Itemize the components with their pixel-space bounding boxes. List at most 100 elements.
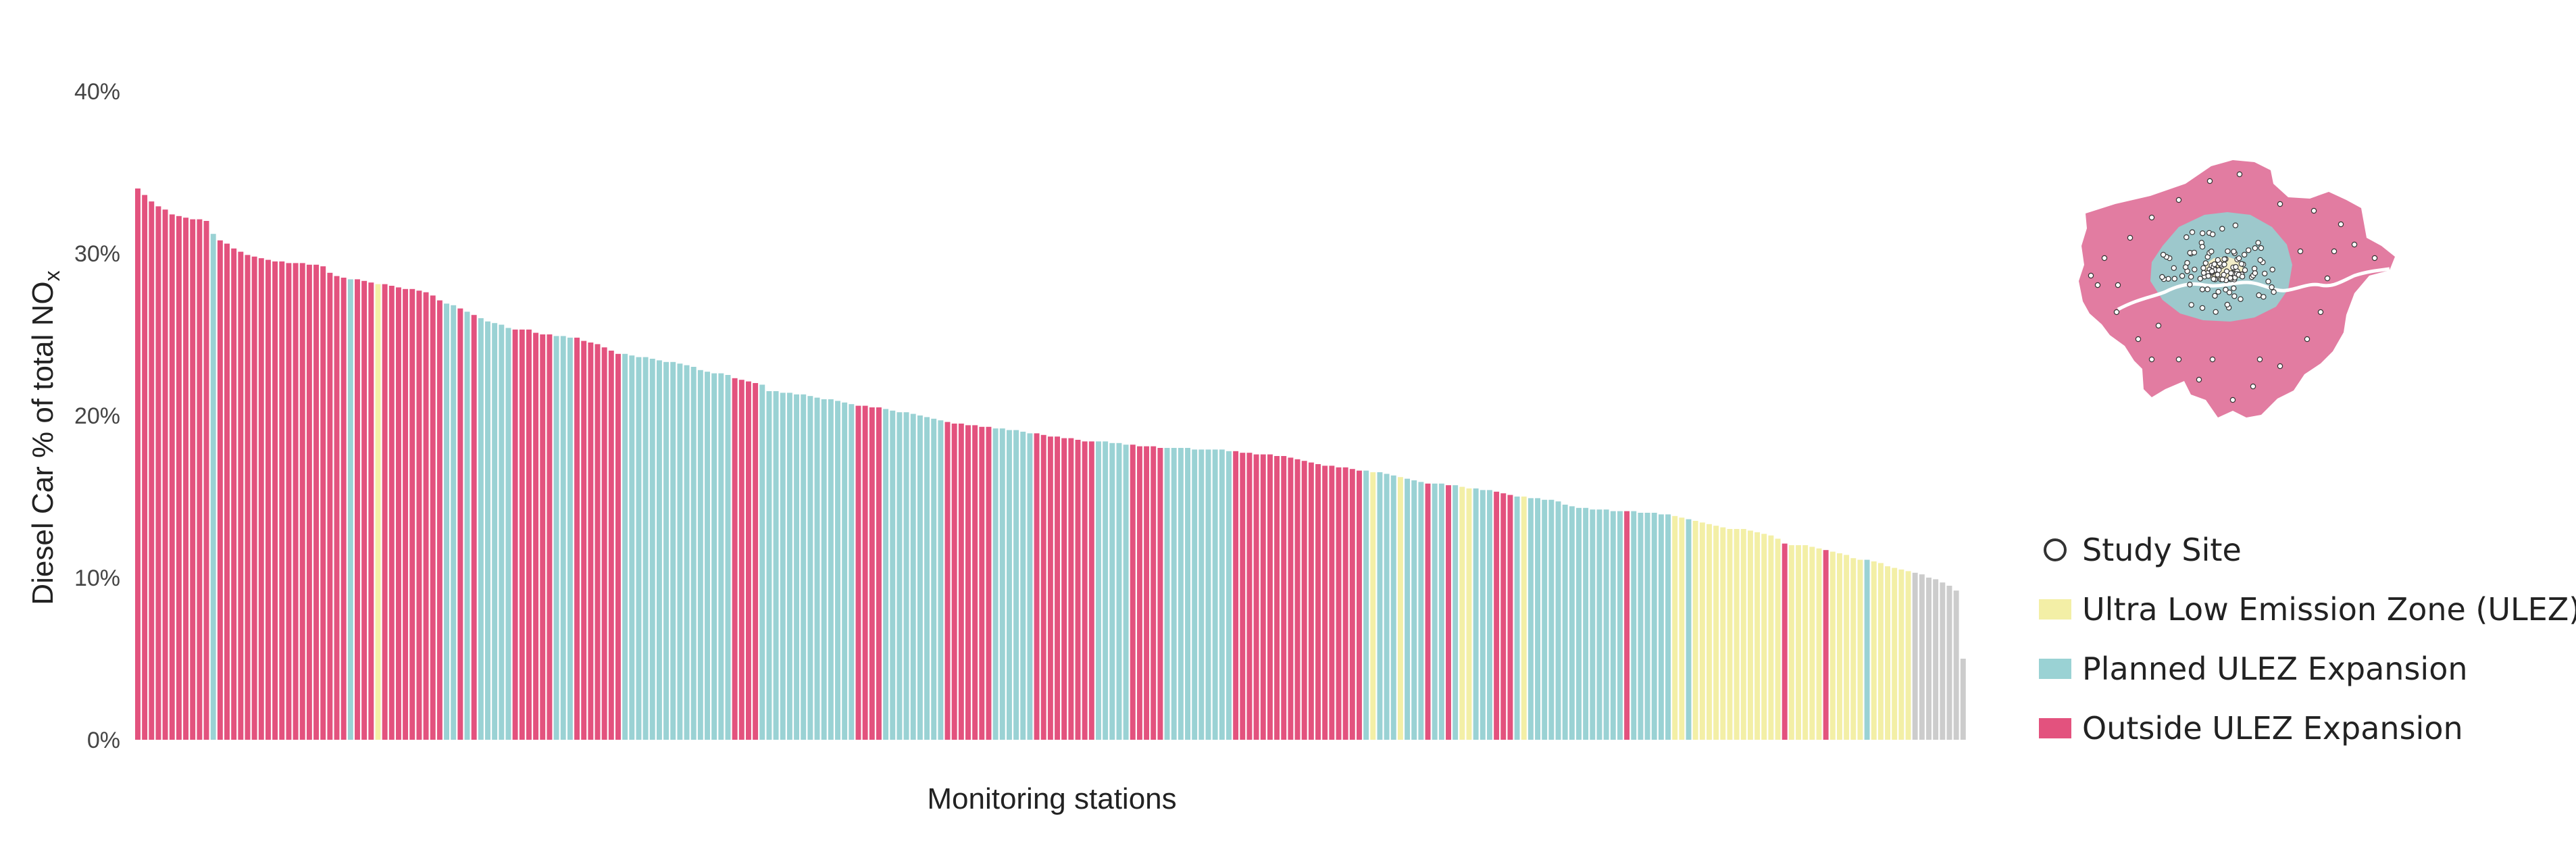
bar (560, 336, 566, 740)
bar (883, 409, 889, 740)
bar (1267, 454, 1273, 740)
bar (1226, 451, 1232, 740)
bar (1864, 559, 1870, 740)
bar (732, 378, 738, 740)
bar (1136, 446, 1142, 740)
bar (821, 399, 827, 740)
bar (190, 219, 196, 740)
bar (1171, 448, 1177, 740)
bar (1281, 456, 1287, 740)
bar (1438, 483, 1444, 740)
y-tick-label: 10% (74, 565, 120, 591)
bar (451, 305, 457, 740)
bar (1686, 519, 1692, 740)
study-site-marker (2351, 241, 2358, 248)
study-site-marker (2252, 270, 2258, 276)
bar (210, 234, 216, 740)
bar (1569, 506, 1575, 740)
bar (320, 266, 326, 740)
bar (608, 351, 614, 740)
bar (1151, 446, 1157, 740)
study-site-marker (2262, 270, 2268, 277)
bar (1432, 483, 1438, 740)
legend-item-study-site: Study Site (2039, 520, 2566, 580)
study-site-marker (2231, 285, 2237, 291)
study-site-marker (2225, 248, 2231, 255)
bar (1740, 529, 1746, 740)
bar (485, 321, 490, 740)
bar (1315, 464, 1321, 740)
bar (1617, 511, 1623, 740)
bar (1555, 501, 1561, 740)
bar (595, 344, 601, 740)
bar (786, 393, 792, 740)
bar (499, 324, 505, 740)
bar (1377, 472, 1383, 740)
bar (1562, 505, 1568, 740)
bar (1116, 442, 1122, 740)
study-site-marker (2160, 251, 2167, 258)
bar (615, 353, 621, 740)
bar (1260, 454, 1266, 740)
bar (409, 288, 415, 740)
study-site-marker (2304, 336, 2310, 343)
study-site-marker (2175, 356, 2182, 363)
bar (327, 272, 333, 740)
bar (162, 209, 168, 740)
bar (711, 373, 717, 740)
bar (238, 251, 244, 740)
bar (340, 278, 347, 740)
bar (1390, 475, 1396, 740)
study-site-marker (2241, 251, 2248, 258)
bar (972, 425, 978, 740)
bar (1006, 430, 1012, 740)
bar (1486, 490, 1492, 740)
study-site-marker (2258, 245, 2265, 251)
bar (293, 263, 299, 740)
study-site-marker (2221, 256, 2227, 262)
y-tick-label: 30% (74, 241, 120, 267)
bar (1507, 495, 1513, 740)
bar (690, 367, 697, 740)
bar (1527, 498, 1534, 740)
bar (1734, 529, 1740, 740)
study-site-marker (2204, 286, 2211, 293)
bar (601, 347, 607, 740)
bar (231, 248, 237, 740)
bar (649, 359, 655, 740)
study-site-marker (2187, 281, 2193, 288)
bar (1542, 499, 1548, 740)
bar (423, 292, 429, 740)
study-site-marker (2231, 249, 2237, 255)
bar (1096, 441, 1101, 740)
bar (1418, 482, 1424, 740)
bar (1912, 572, 1918, 740)
bar (306, 264, 312, 740)
bar (718, 373, 724, 740)
bar (169, 214, 175, 740)
bar (1473, 488, 1479, 740)
study-site-marker (2257, 257, 2263, 263)
bar (1679, 517, 1685, 740)
y-axis-ticks: 0% 10% 20% 30% 40% (74, 79, 120, 753)
bar (1274, 456, 1280, 740)
bar (540, 334, 546, 740)
study-site-marker (2338, 221, 2344, 228)
study-site-marker (2213, 309, 2219, 315)
bar (1446, 485, 1451, 740)
study-site-marker (2183, 234, 2190, 241)
study-site-marker (2219, 276, 2225, 282)
study-site-marker (2261, 294, 2267, 300)
bar (869, 407, 875, 740)
bar (917, 415, 923, 740)
study-site-marker (2155, 322, 2162, 329)
bar (279, 261, 285, 740)
bar (368, 282, 374, 740)
study-site-marker (2226, 289, 2233, 296)
bar (1583, 507, 1589, 740)
bar (258, 258, 264, 740)
study-site-marker (2265, 278, 2271, 284)
bar (753, 383, 759, 740)
bar (1370, 472, 1376, 740)
bar (382, 284, 388, 740)
